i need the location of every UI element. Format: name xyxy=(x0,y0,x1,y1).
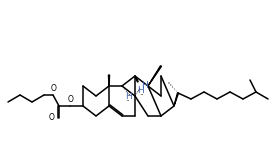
Polygon shape xyxy=(108,75,110,86)
Polygon shape xyxy=(148,66,162,86)
Text: H: H xyxy=(138,86,144,95)
Polygon shape xyxy=(174,93,178,106)
Text: O: O xyxy=(49,114,54,122)
Text: ··: ·· xyxy=(126,97,130,106)
Text: ··: ·· xyxy=(139,91,143,100)
Text: O: O xyxy=(51,84,56,93)
Text: O: O xyxy=(68,95,73,104)
Polygon shape xyxy=(135,76,138,82)
Text: H: H xyxy=(141,82,148,90)
Text: H: H xyxy=(125,92,131,101)
